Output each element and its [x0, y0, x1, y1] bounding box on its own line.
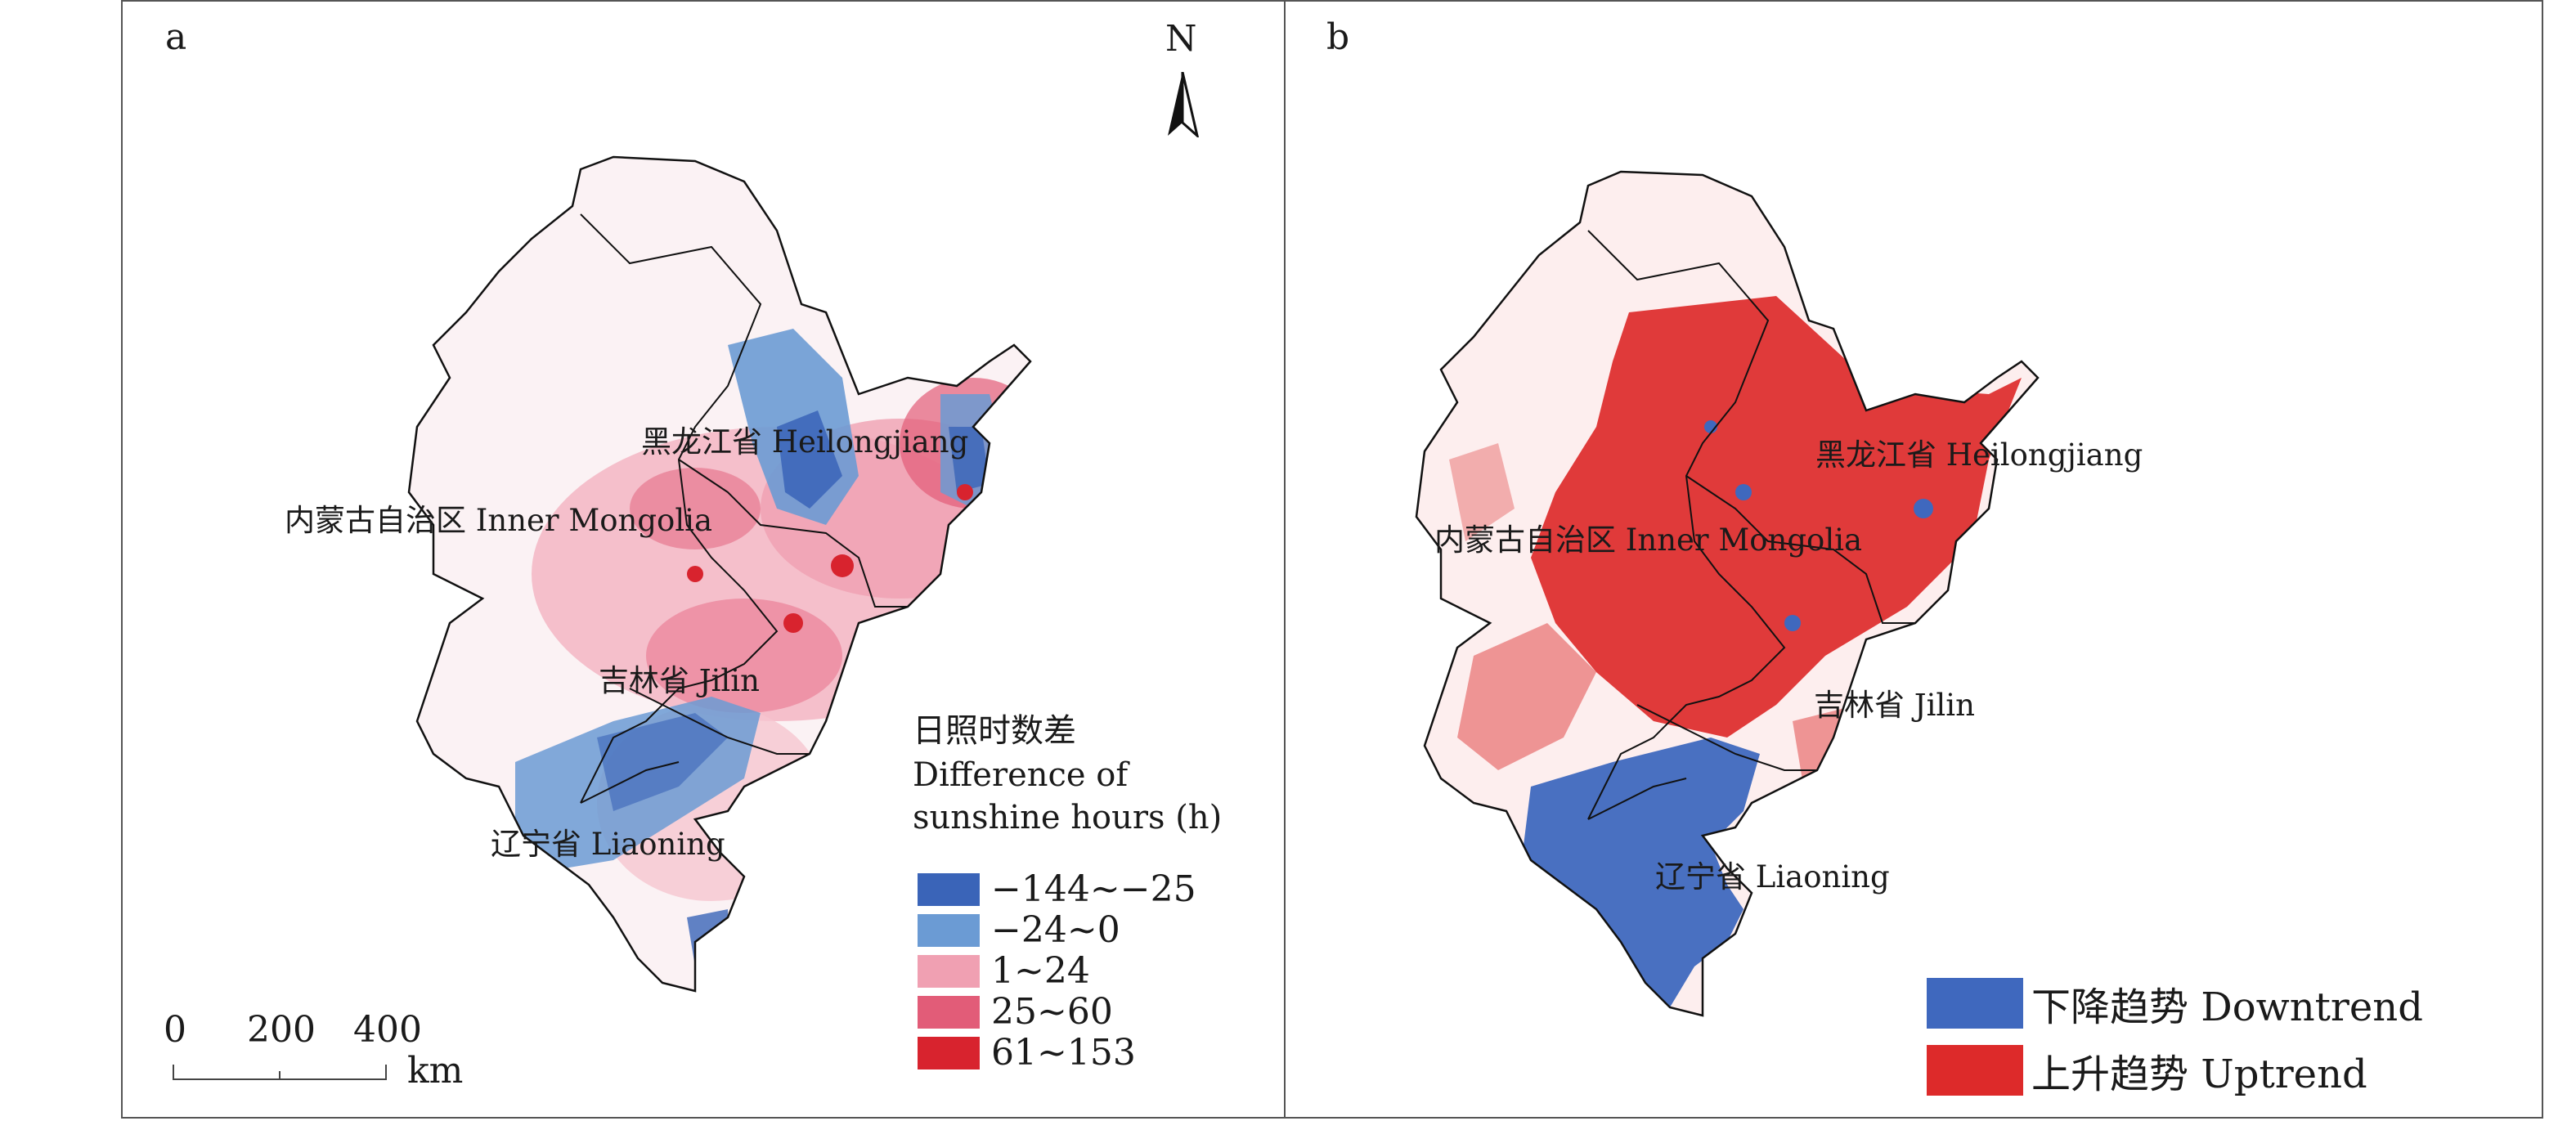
legend-item-label: −24~0: [991, 909, 1120, 951]
map-b: [1415, 170, 2040, 1017]
legend-item-uptrend: 上升趋势 Uptrend: [1927, 1042, 2367, 1099]
legend-item-label: 25~60: [991, 991, 1113, 1033]
region-label-jilin: 吉林省 Jilin: [599, 663, 760, 698]
legend-item-label: 61~153: [991, 1032, 1136, 1074]
legend-title-en-1: Difference of: [913, 756, 1129, 794]
map-a: [407, 155, 1032, 993]
panel-label: b: [1326, 16, 1350, 58]
region-label-liaoning: 辽宁省 Liaoning: [491, 827, 725, 862]
legend-item: 25~60: [918, 991, 1113, 1033]
north-letter: N: [1165, 18, 1197, 60]
legend-swatch: [1927, 978, 2023, 1029]
region-label-heilongjiang: 黑龙江省 Heilongjiang: [641, 424, 969, 460]
legend-swatch: [918, 872, 980, 906]
legend-item-label: 1~24: [991, 950, 1090, 992]
legend-item: −24~0: [918, 909, 1120, 951]
region-label-liaoning: 辽宁省 Liaoning: [1655, 859, 1890, 895]
region-label-inner-mongolia: 内蒙古自治区 Inner Mongolia: [285, 503, 713, 538]
legend-title-zh: 日照时数差: [913, 712, 1076, 750]
region-label-heilongjiang: 黑龙江省 Heilongjiang: [1815, 437, 2143, 473]
legend-swatch: [918, 995, 980, 1029]
legend-item: −144~−25: [918, 868, 1196, 910]
legend-item-label: −144~−25: [991, 868, 1196, 910]
map-panel-a: a: [121, 0, 1286, 1119]
legend-swatch: [1927, 1045, 2023, 1096]
legend-swatch: [918, 1036, 980, 1069]
scale-tick-400: 400: [353, 1009, 422, 1051]
scale-tick-0: 0: [164, 1009, 186, 1051]
legend-item: 1~24: [918, 950, 1090, 992]
scale-unit: km: [407, 1050, 464, 1092]
region-label-jilin: 吉林省 Jilin: [1814, 688, 1975, 723]
legend-item-downtrend: 下降趋势 Downtrend: [1927, 975, 2423, 1032]
legend-item-label: 上升趋势 Uptrend: [2031, 1051, 2367, 1097]
map-panel-b: b 内蒙古自治区 Inner Mongolia 黑龙江省 Heilongji: [1284, 0, 2543, 1119]
north-arrow-icon: [1168, 72, 1200, 137]
legend-item-label: 下降趋势 Downtrend: [2031, 984, 2423, 1030]
legend-item: 61~153: [918, 1032, 1136, 1074]
scale-bar: [173, 1065, 387, 1080]
scale-tick-200: 200: [247, 1009, 316, 1051]
panel-label: a: [165, 16, 187, 58]
legend-swatch: [918, 954, 980, 988]
region-label-inner-mongolia: 内蒙古自治区 Inner Mongolia: [1434, 522, 1863, 558]
legend-title-en-2: sunshine hours (h): [913, 799, 1223, 836]
legend-swatch: [918, 913, 980, 947]
